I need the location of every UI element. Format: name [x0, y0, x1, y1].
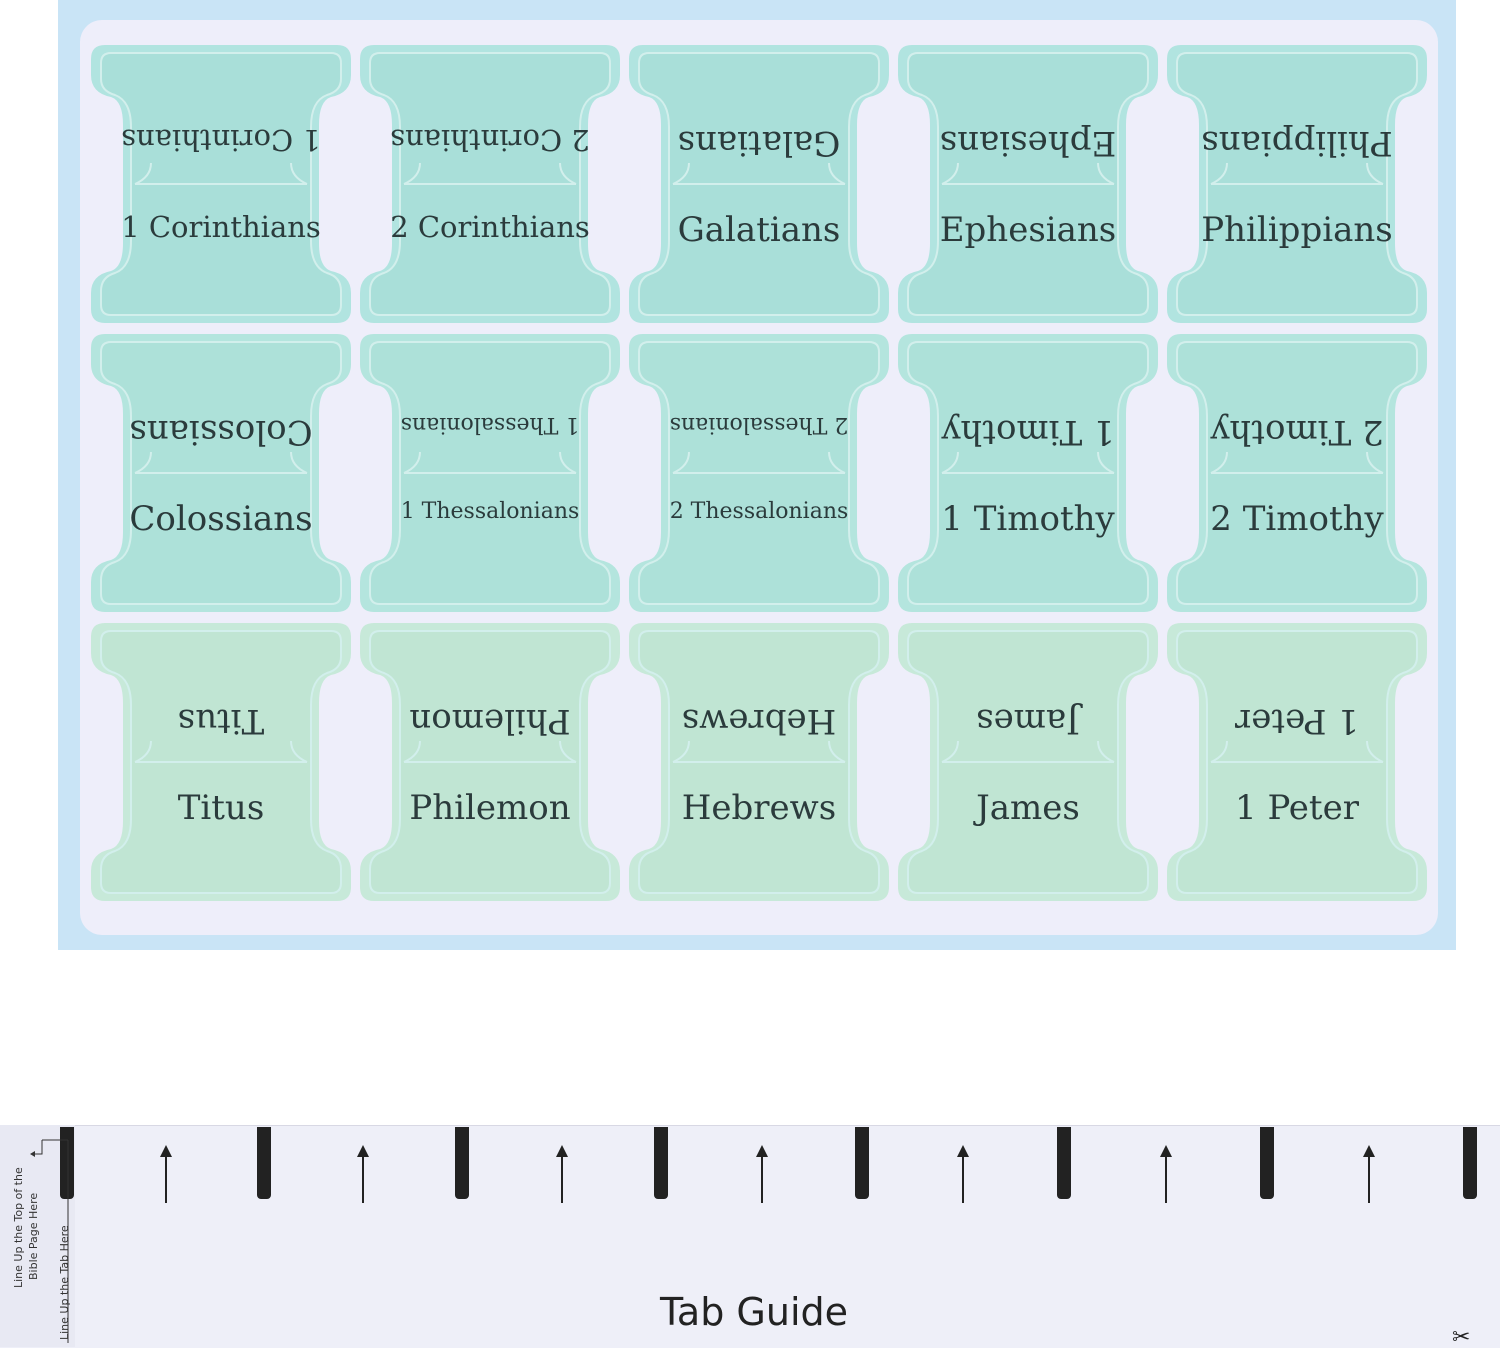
tab-label-inverted: James — [976, 701, 1080, 741]
ruler-notch — [1057, 1127, 1071, 1199]
tab-label: Philemon — [409, 788, 571, 828]
tab-sticker: Titus Titus — [91, 623, 351, 901]
tab-label-inverted: 1 Timothy — [941, 412, 1115, 452]
tab-sticker: Ephesians Ephesians — [898, 45, 1158, 323]
tab-label-inverted: Philemon — [409, 701, 571, 741]
tab-label: Galatians — [677, 210, 841, 250]
tab-label: 1 Corinthians — [121, 210, 321, 244]
up-arrow-icon — [1159, 1145, 1172, 1203]
tab-label-inverted: Galatians — [677, 123, 841, 163]
tab-label-inverted: Ephesians — [939, 123, 1117, 163]
tab-label-inverted: 2 Thessalonians — [669, 412, 849, 437]
tab-label-inverted: 1 Peter — [1235, 701, 1359, 741]
up-arrow-icon — [1362, 1145, 1375, 1203]
tab-sticker-shape — [898, 334, 1158, 612]
tab-sticker: 1 Corinthians 1 Corinthians — [91, 45, 351, 323]
tab-label: 2 Thessalonians — [669, 499, 849, 524]
tab-sticker: Galatians Galatians — [629, 45, 889, 323]
tab-label: 1 Timothy — [941, 499, 1115, 539]
tab-label-inverted: 1 Thessalonians — [400, 412, 580, 437]
tab-sticker-shape — [360, 623, 620, 901]
tab-sticker-shape — [629, 623, 889, 901]
ruler-notch — [455, 1127, 469, 1199]
tab-label-inverted: 1 Corinthians — [121, 123, 321, 157]
tab-sticker: 2 Corinthians 2 Corinthians — [360, 45, 620, 323]
tab-label: 2 Timothy — [1210, 499, 1384, 539]
up-arrow-icon — [755, 1145, 768, 1203]
tab-sticker-shape — [360, 45, 620, 323]
tab-label: 2 Corinthians — [390, 210, 590, 244]
tab-sticker: Philippians Philippians — [1167, 45, 1427, 323]
tab-guide-ruler — [0, 1125, 1500, 1348]
up-arrow-icon — [957, 1145, 969, 1203]
tab-sticker: 1 Timothy 1 Timothy — [898, 334, 1158, 612]
ruler-notch — [60, 1127, 74, 1199]
ruler-notch — [1463, 1127, 1477, 1199]
tab-sticker: Hebrews Hebrews — [629, 623, 889, 901]
tab-sticker-shape — [629, 45, 889, 323]
tab-sticker: Colossians Colossians — [91, 334, 351, 612]
ruler-notch — [654, 1127, 668, 1199]
tab-sticker-shape — [360, 334, 620, 612]
up-arrow-icon — [555, 1145, 568, 1203]
tab-label: James — [976, 788, 1080, 828]
tab-sticker-shape — [91, 45, 351, 323]
tab-guide-title: Tab Guide — [660, 1290, 848, 1334]
side-text-top-of-page: Line Up the Top of the — [12, 1167, 25, 1288]
tab-sticker: 2 Thessalonians 2 Thessalonians — [629, 334, 889, 612]
up-arrow-icon — [357, 1145, 369, 1203]
ruler-notch — [1260, 1127, 1274, 1199]
tab-label: Titus — [177, 788, 265, 828]
tab-label-inverted: Philippians — [1201, 123, 1393, 163]
tab-sticker: 2 Timothy 2 Timothy — [1167, 334, 1427, 612]
tab-label: Ephesians — [939, 210, 1117, 250]
tab-label-inverted: 2 Timothy — [1210, 412, 1384, 452]
tab-sticker-shape — [898, 45, 1158, 323]
tab-sticker-shape — [1167, 45, 1427, 323]
tab-sticker-shape — [91, 334, 351, 612]
tab-label-inverted: 2 Corinthians — [390, 123, 590, 157]
side-bracket-icon — [30, 1139, 69, 1343]
scissors-icon: ✂ — [1452, 1325, 1471, 1350]
up-arrow-icon — [159, 1145, 172, 1203]
tab-sticker: James James — [898, 623, 1158, 901]
ruler-notch — [257, 1127, 271, 1199]
tab-sticker-shape — [1167, 623, 1427, 901]
tab-sticker-shape — [629, 334, 889, 612]
tab-label: 1 Thessalonians — [400, 499, 580, 524]
tab-sticker: 1 Thessalonians 1 Thessalonians — [360, 334, 620, 612]
tab-label: Hebrews — [681, 788, 837, 828]
tab-label-inverted: Colossians — [129, 412, 313, 452]
tab-sticker: Philemon Philemon — [360, 623, 620, 901]
tab-sticker-shape — [898, 623, 1158, 901]
tab-label: Philippians — [1201, 210, 1393, 250]
tab-sticker: 1 Peter 1 Peter — [1167, 623, 1427, 901]
tab-label-inverted: Hebrews — [681, 701, 837, 741]
tab-sticker-shape — [91, 623, 351, 901]
tab-label: Colossians — [129, 499, 313, 539]
tab-label-inverted: Titus — [177, 701, 265, 741]
tab-sticker-shape — [1167, 334, 1427, 612]
tab-label: 1 Peter — [1235, 788, 1359, 828]
ruler-notch — [855, 1127, 869, 1199]
